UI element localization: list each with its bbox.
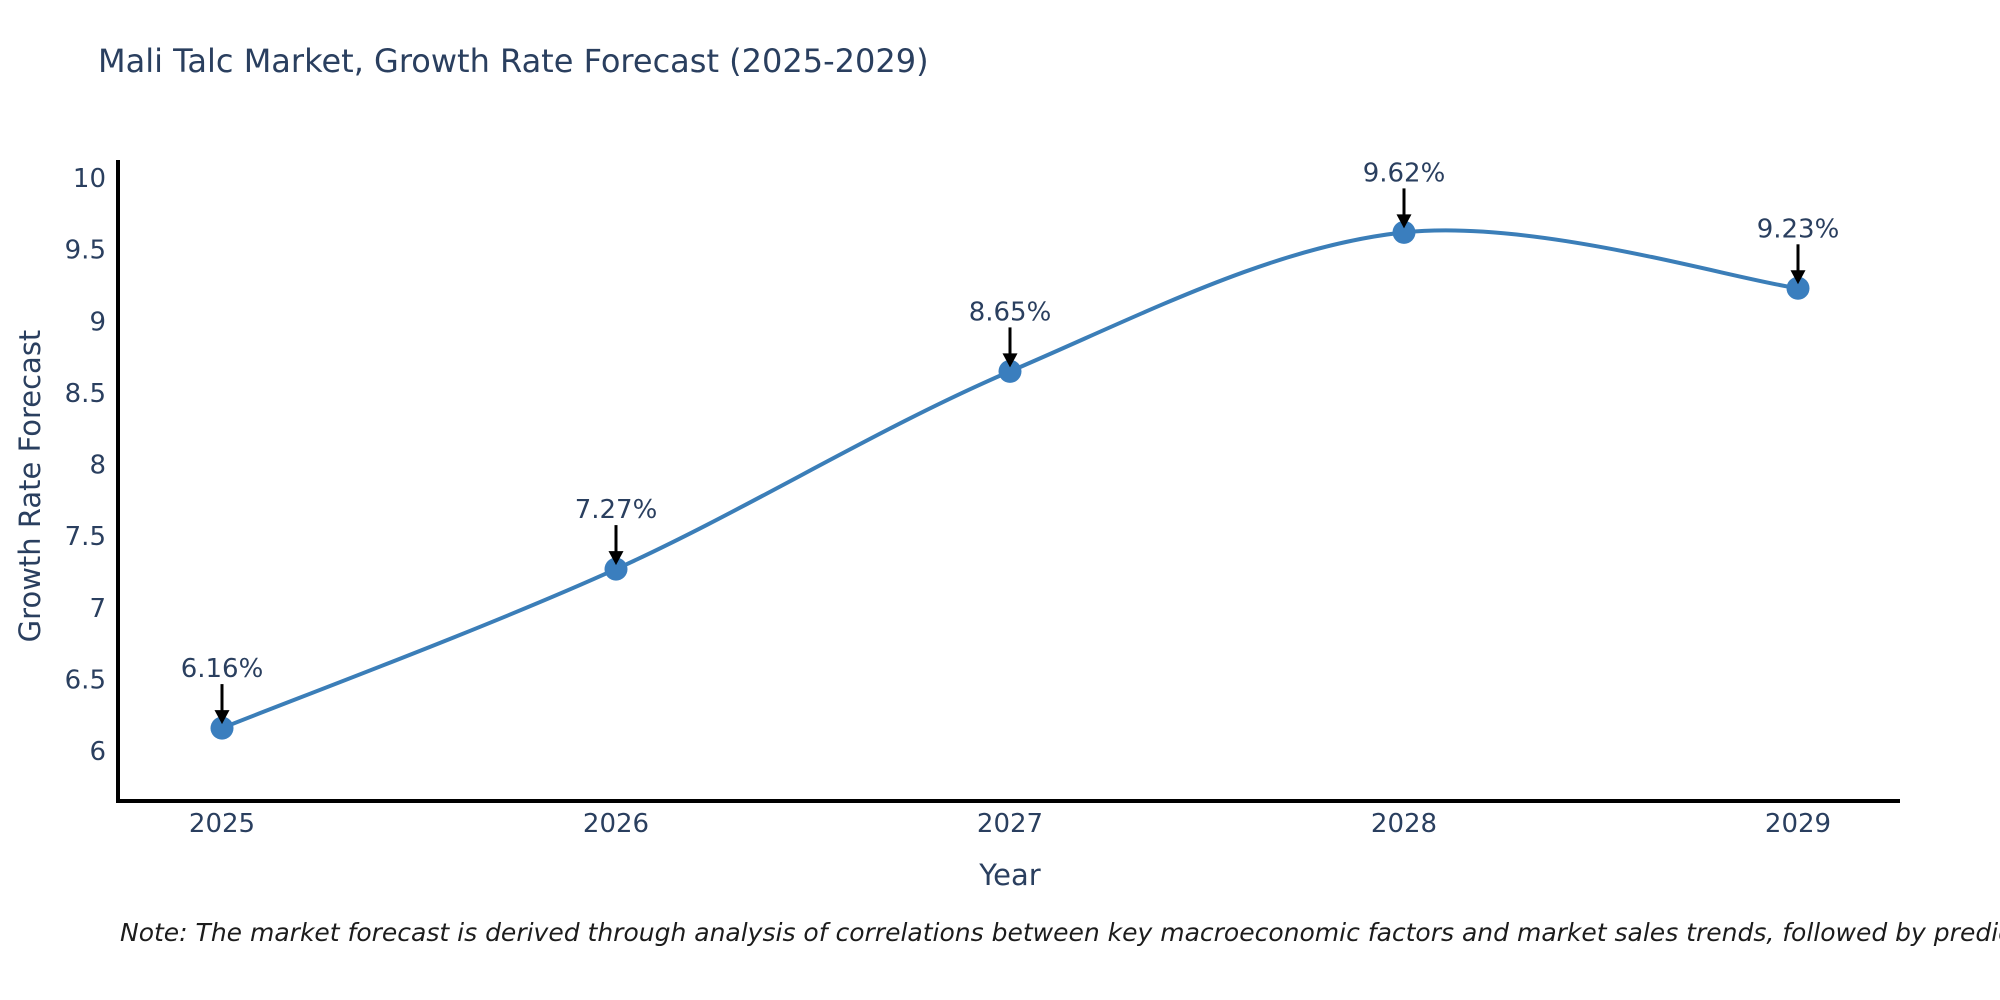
y-tick-label: 10 — [73, 164, 106, 194]
chart-title: Mali Talc Market, Growth Rate Forecast (… — [98, 42, 929, 80]
x-tick-label: 2026 — [583, 809, 649, 839]
annotation-arrow-head — [1002, 353, 1018, 368]
data-point-label: 7.27% — [575, 495, 658, 525]
data-point-marker — [998, 359, 1022, 383]
data-point-label: 6.16% — [181, 654, 264, 684]
y-tick-label: 7 — [89, 594, 106, 624]
data-point-label: 8.65% — [969, 297, 1052, 327]
y-axis-title: Growth Rate Forecast — [13, 329, 47, 643]
x-axis-title: Year — [979, 858, 1041, 892]
data-point-marker — [210, 716, 234, 740]
y-tick-label: 6.5 — [65, 665, 106, 695]
data-point-marker — [1392, 220, 1416, 244]
x-tick-label: 2029 — [1765, 809, 1831, 839]
annotation-arrow-head — [1790, 270, 1806, 285]
data-point-marker — [1786, 276, 1810, 300]
y-tick-label: 9 — [89, 307, 106, 337]
data-point-label: 9.23% — [1757, 214, 1840, 244]
footnote: Note: The market forecast is derived thr… — [120, 918, 2000, 947]
x-tick-label: 2027 — [977, 809, 1043, 839]
annotation-arrow-head — [214, 710, 230, 725]
x-tick-label: 2028 — [1371, 809, 1437, 839]
annotation-arrow-head — [1396, 214, 1412, 229]
data-point-label: 9.62% — [1363, 158, 1446, 188]
y-tick-label: 9.5 — [65, 236, 106, 266]
data-point-marker — [604, 557, 628, 581]
annotation-arrow-head — [608, 551, 624, 566]
y-tick-label: 8 — [89, 451, 106, 481]
y-tick-label: 6 — [89, 737, 106, 767]
y-tick-label: 7.5 — [65, 522, 106, 552]
y-tick-label: 8.5 — [65, 379, 106, 409]
x-tick-label: 2025 — [189, 809, 255, 839]
